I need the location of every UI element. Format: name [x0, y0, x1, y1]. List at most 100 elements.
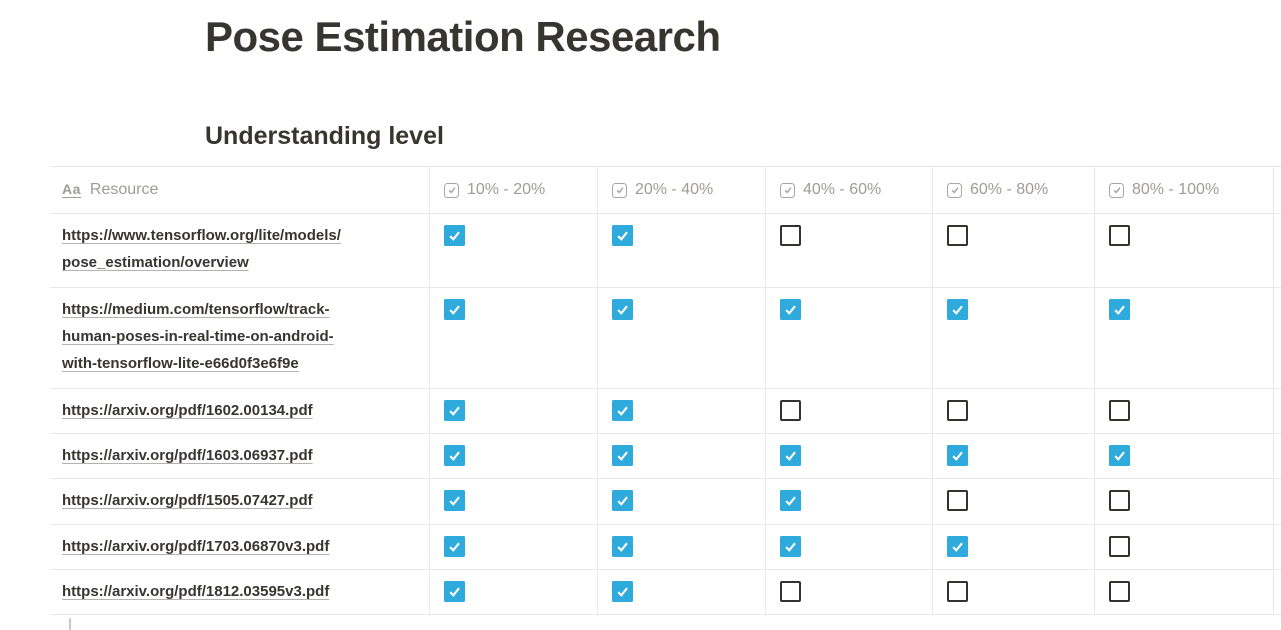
checkbox[interactable]: [947, 581, 968, 602]
checkbox-cell: [1094, 479, 1273, 524]
checkbox[interactable]: [780, 445, 801, 466]
resource-link[interactable]: https://arxiv.org/pdf/1603.06937.pdf: [62, 447, 313, 464]
page-title: Pose Estimation Research: [205, 13, 721, 60]
checkbox[interactable]: [780, 299, 801, 320]
checkbox[interactable]: [947, 400, 968, 421]
checkbox[interactable]: [444, 225, 465, 246]
checkbox-cell: [932, 389, 1094, 433]
column-header-40-60[interactable]: 40% - 60%: [765, 167, 932, 213]
table-overflow-cell: [1273, 434, 1281, 478]
checkbox-cell: [429, 214, 597, 287]
checkbox-cell: [932, 479, 1094, 524]
checkbox[interactable]: [444, 581, 465, 602]
checkbox[interactable]: [612, 581, 633, 602]
checkbox-cell: [429, 479, 597, 524]
resource-link[interactable]: https://arxiv.org/pdf/1602.00134.pdf: [62, 402, 313, 419]
table-overflow-cell: [1273, 570, 1281, 614]
column-header-80-100[interactable]: 80% - 100%: [1094, 167, 1273, 213]
database-title: Understanding level: [205, 122, 444, 150]
checkbox-cell: [1094, 389, 1273, 433]
resource-cell: https://arxiv.org/pdf/1602.00134.pdf: [50, 389, 429, 433]
checkbox-cell: [429, 525, 597, 569]
checkbox-cell: [429, 389, 597, 433]
checkbox-cell: [765, 214, 932, 287]
checkbox[interactable]: [947, 490, 968, 511]
resource-link[interactable]: https://arxiv.org/pdf/1812.03595v3.pdf: [62, 583, 330, 600]
checkbox-cell: [765, 434, 932, 478]
column-header-label: 80% - 100%: [1132, 181, 1220, 198]
resource-link[interactable]: https://arxiv.org/pdf/1703.06870v3.pdf: [62, 538, 330, 555]
checkbox-cell: [765, 525, 932, 569]
checkbox[interactable]: [780, 225, 801, 246]
resource-cell: https://arxiv.org/pdf/1812.03595v3.pdf: [50, 570, 429, 614]
table-row: https://www.tensorflow.org/lite/models/p…: [50, 214, 1281, 288]
resource-link[interactable]: https://medium.com/tensorflow/track-huma…: [62, 301, 334, 372]
understanding-level-table: Aa Resource 10% - 20% 20% - 40% 40% - 60…: [50, 166, 1281, 615]
checkbox[interactable]: [612, 490, 633, 511]
checkbox[interactable]: [1109, 299, 1130, 320]
checkbox-cell: [1094, 525, 1273, 569]
checkbox[interactable]: [612, 445, 633, 466]
checkbox[interactable]: [780, 536, 801, 557]
checkbox[interactable]: [947, 299, 968, 320]
checkbox[interactable]: [1109, 581, 1130, 602]
checkbox[interactable]: [444, 536, 465, 557]
table-overflow-cell: [1273, 288, 1281, 388]
column-header-10-20[interactable]: 10% - 20%: [429, 167, 597, 213]
table-overflow-cell: [1273, 214, 1281, 287]
column-header-label: 20% - 40%: [635, 181, 714, 198]
checkbox-cell: [1094, 288, 1273, 388]
table-row: https://arxiv.org/pdf/1603.06937.pdf: [50, 434, 1281, 479]
title-property-icon: Aa: [62, 181, 81, 198]
checkbox[interactable]: [780, 400, 801, 421]
checkbox-cell: [765, 288, 932, 388]
checkbox-property-icon: [780, 182, 795, 198]
add-row-button[interactable]: [50, 614, 1281, 630]
checkbox[interactable]: [612, 225, 633, 246]
checkbox[interactable]: [444, 490, 465, 511]
table-overflow-cell: [1273, 525, 1281, 569]
checkbox-cell: [1094, 214, 1273, 287]
table-overflow-cell: [1273, 389, 1281, 433]
checkbox[interactable]: [780, 581, 801, 602]
checkbox[interactable]: [947, 445, 968, 466]
checkbox-cell: [932, 570, 1094, 614]
checkbox[interactable]: [612, 536, 633, 557]
column-header-60-80[interactable]: 60% - 80%: [932, 167, 1094, 213]
checkbox[interactable]: [444, 299, 465, 320]
column-header-20-40[interactable]: 20% - 40%: [597, 167, 765, 213]
checkbox-cell: [597, 525, 765, 569]
checkbox-cell: [765, 479, 932, 524]
table-row: https://arxiv.org/pdf/1812.03595v3.pdf: [50, 570, 1281, 615]
column-header-label: Resource: [89, 181, 159, 198]
checkbox[interactable]: [1109, 536, 1130, 557]
checkbox[interactable]: [1109, 445, 1130, 466]
checkbox[interactable]: [444, 400, 465, 421]
table-row: https://medium.com/tensorflow/track-huma…: [50, 288, 1281, 389]
resource-link[interactable]: https://www.tensorflow.org/lite/models/p…: [62, 227, 341, 271]
checkbox-property-icon: [612, 182, 627, 198]
checkbox-cell: [765, 570, 932, 614]
checkbox[interactable]: [780, 490, 801, 511]
checkbox[interactable]: [947, 536, 968, 557]
checkbox-cell: [932, 434, 1094, 478]
checkbox-cell: [429, 288, 597, 388]
resource-cell: https://arxiv.org/pdf/1703.06870v3.pdf: [50, 525, 429, 569]
table-row: https://arxiv.org/pdf/1602.00134.pdf: [50, 389, 1281, 434]
checkbox-cell: [765, 389, 932, 433]
table-header-row: Aa Resource 10% - 20% 20% - 40% 40% - 60…: [50, 167, 1281, 214]
checkbox[interactable]: [1109, 490, 1130, 511]
checkbox-cell: [1094, 434, 1273, 478]
checkbox[interactable]: [444, 445, 465, 466]
checkbox[interactable]: [1109, 400, 1130, 421]
checkbox[interactable]: [612, 299, 633, 320]
checkbox-cell: [1094, 570, 1273, 614]
column-header-resource[interactable]: Aa Resource: [50, 167, 429, 213]
checkbox[interactable]: [1109, 225, 1130, 246]
checkbox-cell: [597, 479, 765, 524]
checkbox[interactable]: [612, 400, 633, 421]
resource-link[interactable]: https://arxiv.org/pdf/1505.07427.pdf: [62, 492, 313, 509]
checkbox[interactable]: [947, 225, 968, 246]
checkbox-cell: [429, 434, 597, 478]
column-header-label: 10% - 20%: [467, 181, 546, 198]
